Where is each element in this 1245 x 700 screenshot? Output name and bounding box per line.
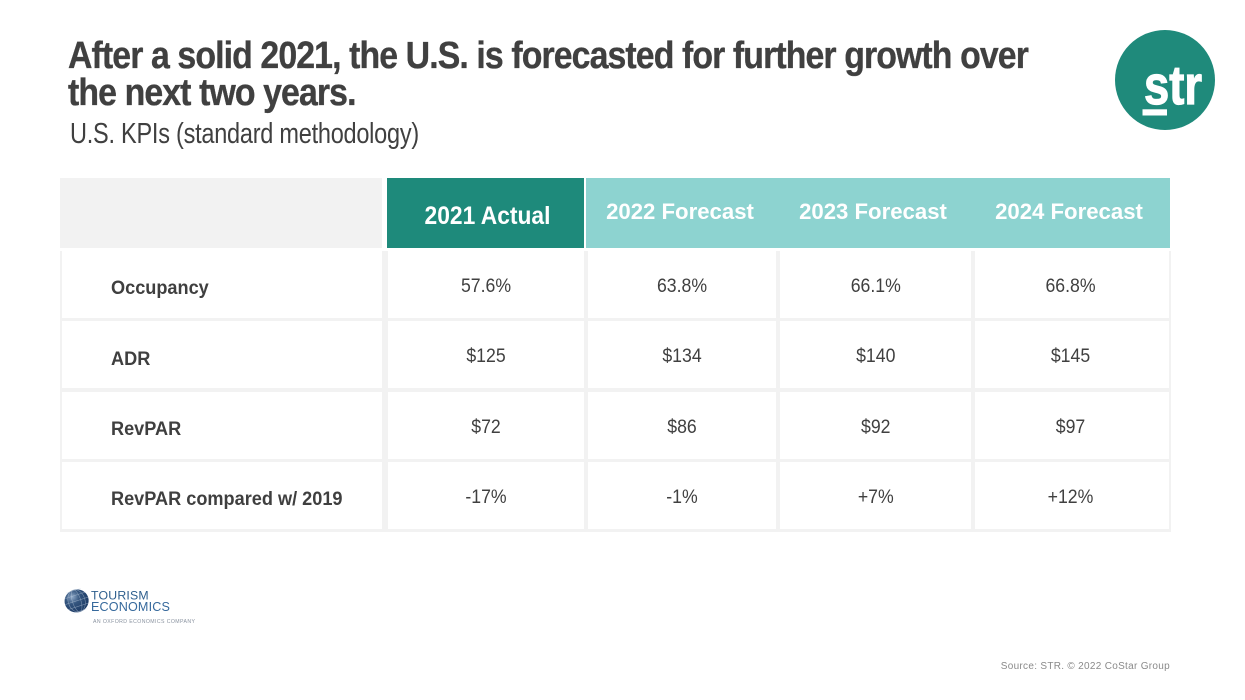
svg-text:TOURISM: TOURISM [91,588,149,602]
svg-text:str: str [1144,54,1202,116]
svg-text:AN OXFORD ECONOMICS COMPANY: AN OXFORD ECONOMICS COMPANY [93,619,195,625]
svg-text:ECONOMICS: ECONOMICS [91,600,170,614]
